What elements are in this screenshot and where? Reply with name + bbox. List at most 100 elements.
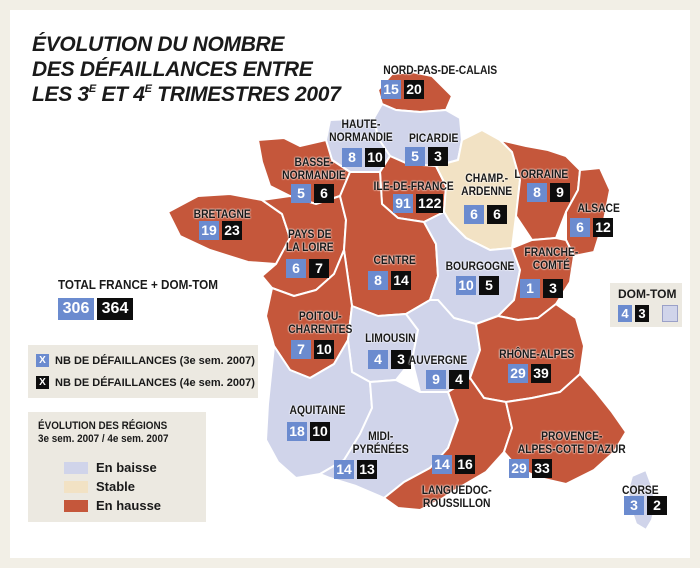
region-label-champagne-ardenne: CHAMP.- ARDENNE <box>461 172 512 198</box>
region-label-line: AUVERGNE <box>408 353 468 367</box>
domtom-q3-value: 4 <box>618 305 632 322</box>
region-label-bourgogne: BOURGOGNE <box>446 260 515 273</box>
region-values-midi-pyrenees: 14 13 <box>334 460 377 479</box>
region-q3-value: 29 <box>508 364 528 383</box>
region-label-nord-pas-de-calais: NORD-PAS-DE-CALAIS <box>383 64 497 77</box>
region-values-bourgogne: 10 5 <box>456 276 499 295</box>
region-values-bretagne: 19 23 <box>199 221 242 240</box>
region-label-pays-de-la-loire: PAYS DE LA LOIRE <box>286 228 334 254</box>
region-provence-alpes-cote-d-azur <box>503 373 627 485</box>
region-q3-value: 7 <box>291 340 311 359</box>
region-label-line: ARDENNE <box>460 184 512 198</box>
region-label-line: AQUITAINE <box>289 403 346 417</box>
title-line-3-c: TRIMESTRES 2007 <box>151 83 341 106</box>
region-q4-value: 3 <box>428 147 448 166</box>
region-q3-value: 91 <box>393 194 413 213</box>
title-line-3-b: ET 4 <box>95 83 145 106</box>
region-label-line: NORMANDIE <box>282 168 346 182</box>
region-values-languedoc-roussillon: 14 16 <box>432 455 475 474</box>
region-label-line: LIMOUSIN <box>364 331 416 345</box>
legend-baisse-label: En baisse <box>96 460 157 475</box>
region-label-line: CHAMP.- <box>464 171 508 185</box>
region-q3-value: 5 <box>291 184 311 203</box>
region-label-line: ILE-DE-FRANCE <box>373 179 454 193</box>
region-label-line: ALPES-COTE D'AZUR <box>517 442 626 456</box>
region-label-line: NORD-PAS-DE-CALAIS <box>383 63 498 77</box>
region-q4-value: 9 <box>550 183 570 202</box>
region-q4-value: 10 <box>365 148 385 167</box>
region-q4-value: 20 <box>404 80 424 99</box>
region-q4-value: 7 <box>309 259 329 278</box>
region-label-provence-alpes-cote-d-azur: PROVENCE- ALPES-COTE D'AZUR <box>518 430 626 456</box>
legend-stable: Stable <box>64 479 135 494</box>
region-q4-value: 10 <box>314 340 334 359</box>
region-q3-value: 8 <box>368 271 388 290</box>
region-q3-value: 4 <box>368 350 388 369</box>
title-line-3-a: LES 3 <box>32 83 89 106</box>
total-label: TOTAL FRANCE + DOM-TOM <box>58 277 219 292</box>
domtom-trend-swatch <box>662 305 678 322</box>
region-q3-value: 14 <box>432 455 452 474</box>
region-values-provence-alpes-cote-d-azur: 29 33 <box>509 459 552 478</box>
region-q4-value: 23 <box>222 221 242 240</box>
region-label-line: CENTRE <box>372 253 416 267</box>
region-q3-value: 6 <box>464 205 484 224</box>
region-q3-value: 9 <box>426 370 446 389</box>
title-line-1: ÉVOLUTION DU NOMBRE <box>32 33 285 56</box>
region-label-line: BOURGOGNE <box>445 259 515 273</box>
region-label-line: CORSE <box>621 483 659 497</box>
region-q4-value: 3 <box>543 279 563 298</box>
region-q4-value: 39 <box>531 364 551 383</box>
region-q3-value: 5 <box>405 147 425 166</box>
region-label-ile-de-france: ILE-DE-FRANCE <box>373 180 453 193</box>
region-label-line: CHARENTES <box>287 322 352 336</box>
domtom-box: DOM-TOM 4 3 <box>610 283 682 327</box>
legend-q4-row: X NB DE DÉFAILLANCES (4e sem. 2007) <box>36 376 255 389</box>
region-q4-value: 6 <box>487 205 507 224</box>
region-label-line: ALSACE <box>576 201 620 215</box>
region-q4-value: 3 <box>391 350 411 369</box>
region-label-haute-normandie: HAUTE- NORMANDIE <box>329 118 393 144</box>
region-label-line: PYRÉNÉES <box>352 442 409 456</box>
total-q4-value: 364 <box>97 298 133 320</box>
region-values-haute-normandie: 8 10 <box>342 148 385 167</box>
evolution-legend-title-2: 3e sem. 2007 / 4e sem. 2007 <box>38 433 169 445</box>
region-label-line: BRETAGNE <box>193 207 251 221</box>
domtom-label: DOM-TOM <box>618 287 677 301</box>
region-label-line: PROVENCE- <box>541 429 603 443</box>
region-q4-value: 2 <box>647 496 667 515</box>
legend-q3-label: NB DE DÉFAILLANCES (3e sem. 2007) <box>55 354 255 367</box>
region-label-line: ROUSSILLON <box>422 496 490 510</box>
region-q4-value: 5 <box>479 276 499 295</box>
region-label-alsace: ALSACE <box>577 202 619 215</box>
legend-baisse-swatch <box>64 461 88 474</box>
evolution-legend-title: ÉVOLUTION DES RÉGIONS 3e sem. 2007 / 4e … <box>38 420 168 446</box>
region-q4-value: 4 <box>449 370 469 389</box>
region-q3-value: 18 <box>287 422 307 441</box>
region-q4-value: 10 <box>310 422 330 441</box>
region-values-rhone-alpes: 29 39 <box>508 364 551 383</box>
region-label-line: LA LOIRE <box>285 240 334 254</box>
region-label-corse: CORSE <box>621 484 658 497</box>
evolution-legend: ÉVOLUTION DES RÉGIONS 3e sem. 2007 / 4e … <box>28 412 206 522</box>
region-q4-value: 14 <box>391 271 411 290</box>
legend-baisse: En baisse <box>64 460 157 475</box>
legend-q3-symbol: X <box>36 354 49 367</box>
region-label-line: POITOU- <box>298 309 342 323</box>
region-q4-value: 12 <box>593 218 613 237</box>
title-line-2: DES DÉFAILLANCES ENTRE <box>32 58 313 81</box>
region-q3-value: 6 <box>570 218 590 237</box>
title-sup-b: E <box>144 83 152 95</box>
region-label-line: LANGUEDOC- <box>421 483 492 497</box>
region-label-line: HAUTE- <box>341 117 381 131</box>
region-label-aquitaine: AQUITAINE <box>289 404 345 417</box>
legend-stable-swatch <box>64 480 88 493</box>
legend-hausse-swatch <box>64 499 88 512</box>
region-q4-value: 6 <box>314 184 334 203</box>
region-q4-value: 13 <box>357 460 377 479</box>
